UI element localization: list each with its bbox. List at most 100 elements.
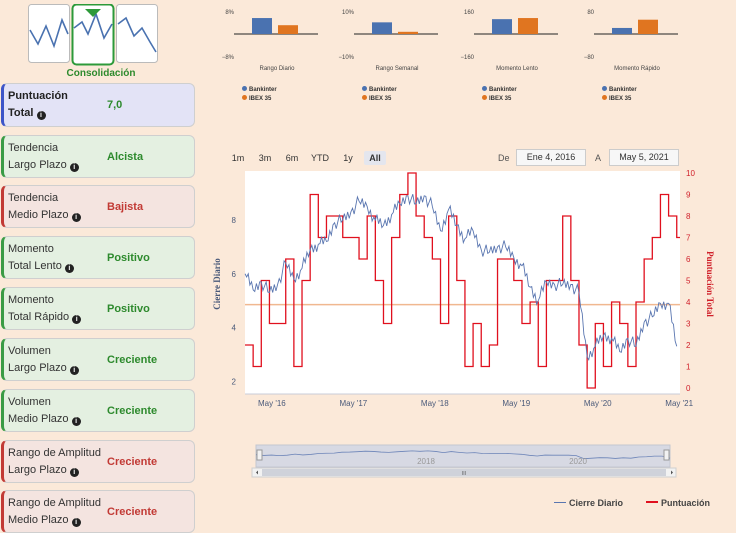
date-to-input[interactable]: May 5, 2021 — [609, 149, 679, 166]
y-tick: 4 — [232, 324, 237, 333]
indicator-card: Tendencia Medio Plazo i Bajista — [1, 185, 195, 228]
info-icon[interactable]: i — [72, 314, 82, 324]
y2-tick: 2 — [686, 341, 691, 350]
indicator-label: Rango de Amplitud Largo Plazo i — [8, 446, 101, 477]
scroll-left-arrow-icon[interactable] — [256, 470, 258, 475]
indicator-card: Volumen Largo Plazo i Creciente — [1, 338, 195, 381]
y2-tick: 5 — [686, 277, 691, 286]
info-icon[interactable]: i — [71, 416, 81, 426]
navigator-label-2018: 2018 — [417, 457, 435, 466]
y2-axis-label: Puntuación Total — [705, 251, 715, 317]
mini-bar[interactable] — [398, 31, 418, 34]
indicator-label: Volumen Largo Plazo i — [8, 343, 79, 377]
legend-dot — [482, 95, 487, 100]
range-button-1m[interactable]: 1m — [231, 153, 245, 163]
x-tick: May '17 — [339, 399, 367, 408]
mini-bar-chart: 8% −8% Rango Diario Bankinter IBEX 35 — [216, 6, 328, 106]
legend-dot — [482, 86, 487, 91]
mini-chart-title: Momento Lento — [496, 66, 538, 72]
legend-close[interactable]: Cierre Diario — [554, 498, 623, 508]
y-tick: 6 — [232, 270, 237, 279]
mini-ytick-bottom: −10% — [338, 55, 354, 61]
indicator-value: Positivo — [107, 302, 150, 315]
date-from-input[interactable]: Ene 4, 2016 — [516, 149, 586, 166]
score-series-line[interactable] — [245, 172, 680, 389]
mini-bar[interactable] — [492, 19, 512, 34]
legend-dot — [602, 95, 607, 100]
indicator-value: Creciente — [107, 404, 158, 417]
mini-bar[interactable] — [612, 27, 632, 34]
mini-legend-ibex: IBEX 35 — [602, 95, 631, 102]
consolidation-chart-icon — [28, 4, 158, 66]
mini-ytick-bottom: −160 — [460, 55, 474, 61]
mini-chart-svg: 160 −160 Momento Lento — [460, 10, 558, 72]
indicator-value: Creciente — [107, 353, 158, 366]
legend-dot — [242, 95, 247, 100]
x-tick: May '21 — [665, 399, 693, 408]
mini-chart-title: Rango Semanal — [375, 66, 418, 72]
mini-bar[interactable] — [372, 22, 392, 34]
mini-legend-ibex: IBEX 35 — [362, 95, 391, 102]
y2-tick: 7 — [686, 234, 691, 243]
indicator-label: Rango de Amplitud Medio Plazo i — [8, 496, 101, 527]
mini-chart-title: Momento Rápido — [614, 66, 660, 72]
range-button-ytd[interactable]: YTD — [311, 153, 329, 163]
y-axis-label: Cierre Diario — [212, 258, 222, 310]
indicator-value: Alcista — [107, 150, 144, 163]
y2-tick: 10 — [686, 169, 695, 178]
mini-bar-chart: 10% −10% Rango Semanal Bankinter IBEX 35 — [336, 6, 448, 106]
mini-legend-ibex: IBEX 35 — [482, 95, 511, 102]
mini-bar[interactable] — [638, 19, 658, 34]
indicator-label: Momento Total Rápido i — [8, 292, 82, 326]
range-button-3m[interactable]: 3m — [258, 153, 272, 163]
mini-ytick-top: 160 — [464, 10, 475, 16]
info-icon[interactable]: i — [69, 467, 79, 477]
info-icon[interactable]: i — [71, 517, 81, 527]
legend-dot — [362, 95, 367, 100]
indicator-value: Bajista — [107, 200, 144, 213]
indicator-label: Tendencia Largo Plazo i — [8, 140, 79, 174]
indicator-card: Volumen Medio Plazo i Creciente — [1, 389, 195, 432]
info-icon[interactable]: i — [69, 162, 79, 172]
mini-ytick-top: 10% — [342, 10, 355, 16]
mini-legend-bankinter: Bankinter — [482, 86, 517, 93]
mini-chart-svg: 80 −80 Momento Rápido — [584, 10, 678, 72]
legend-dot — [242, 86, 247, 91]
range-button-1y[interactable]: 1y — [343, 153, 353, 163]
info-icon[interactable]: i — [64, 263, 74, 273]
y2-tick: 6 — [686, 255, 691, 264]
mini-legend-bankinter: Bankinter — [242, 86, 277, 93]
mini-legend-bankinter: Bankinter — [602, 86, 637, 93]
logo-label: Consolidación — [66, 68, 136, 79]
indicator-label: Momento Total Lento i — [8, 241, 74, 275]
indicator-card: Tendencia Largo Plazo i Alcista — [1, 135, 195, 178]
legend-score[interactable]: Puntuación — [646, 498, 710, 508]
info-icon[interactable]: i — [71, 212, 81, 222]
range-button-6m[interactable]: 6m — [285, 153, 299, 163]
indicator-card: Momento Total Rápido i Positivo — [1, 287, 195, 330]
navigator-mask[interactable] — [255, 444, 671, 468]
navigator-left-handle[interactable] — [256, 449, 263, 461]
scrollbar-grip-icon: III — [462, 471, 466, 477]
x-tick: May '16 — [258, 399, 286, 408]
x-tick: May '18 — [421, 399, 449, 408]
mini-bar[interactable] — [518, 18, 538, 34]
mini-legend-bankinter: Bankinter — [362, 86, 397, 93]
scrollbar-thumb[interactable] — [262, 469, 666, 476]
navigator-right-handle[interactable] — [663, 449, 670, 461]
info-icon[interactable]: i — [36, 111, 46, 120]
info-icon[interactable]: i — [69, 365, 79, 375]
mini-ytick-top: 80 — [587, 10, 594, 16]
mini-bar[interactable] — [252, 18, 272, 34]
mini-bar[interactable] — [278, 25, 298, 34]
scroll-right-arrow-icon[interactable] — [671, 470, 673, 475]
y2-tick: 4 — [686, 298, 691, 307]
indicator-value: Creciente — [107, 455, 158, 468]
navigator-label-2020: 2020 — [569, 457, 587, 466]
score-value: 7,0 — [107, 99, 123, 111]
close-series-line[interactable] — [244, 194, 678, 361]
mini-legend-ibex: IBEX 35 — [242, 95, 271, 102]
y2-tick: 1 — [686, 363, 691, 372]
range-button-all[interactable]: All — [364, 151, 386, 165]
